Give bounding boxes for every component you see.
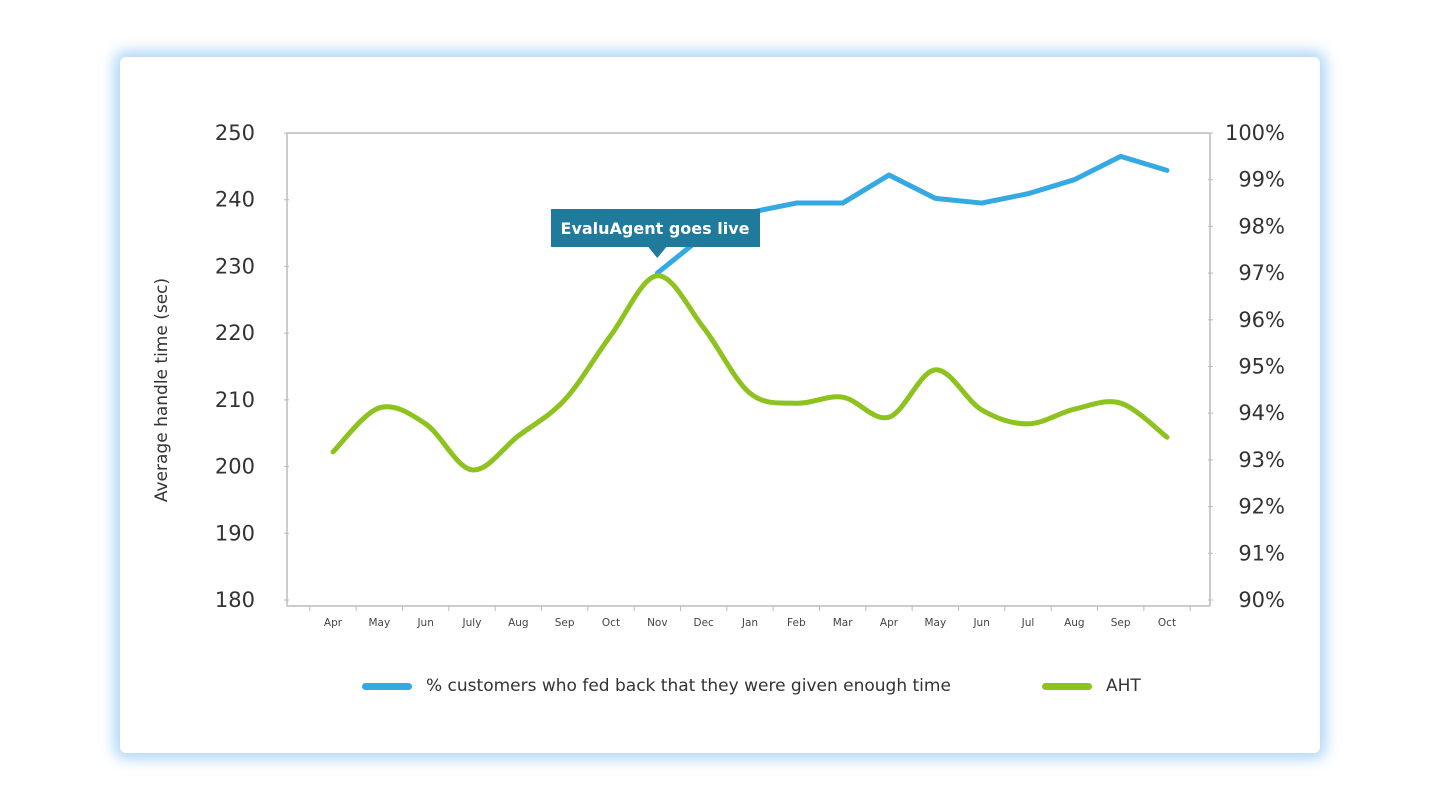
y2-tick-label: 100%: [1225, 121, 1285, 145]
y-axis-title: Average handle time (sec): [152, 278, 172, 502]
y-tick-label: 210: [215, 388, 255, 412]
x-tick-label: Sep: [1111, 617, 1131, 629]
y2-tick-label: 99%: [1238, 168, 1285, 192]
annotation-box: [551, 209, 760, 247]
legend-item-aht: AHT: [1042, 676, 1141, 696]
y-tick-label: 230: [215, 254, 255, 278]
x-tick-label: May: [924, 617, 946, 629]
x-tick-label: May: [368, 617, 390, 629]
legend-swatch-blue: [362, 682, 412, 690]
y2-tick-label: 94%: [1238, 401, 1285, 425]
x-tick-label: Oct: [1158, 617, 1176, 629]
x-tick-label: Jan: [741, 617, 758, 629]
y-tick-label: 250: [215, 121, 255, 145]
x-tick-label: Jun: [416, 617, 433, 629]
x-tick-label: Feb: [787, 617, 806, 629]
y-tick-label: 180: [215, 588, 255, 612]
x-tick-label: Jul: [1021, 617, 1035, 629]
y2-tick-label: 90%: [1238, 588, 1285, 612]
annotation-label: EvaluAgent goes live: [561, 219, 750, 238]
y2-tick-label: 95%: [1238, 355, 1285, 379]
x-tick-label: Dec: [694, 617, 715, 629]
y2-tick-label: 92%: [1238, 495, 1285, 519]
y2-tick-label: 98%: [1238, 214, 1285, 238]
y2-tick-label: 96%: [1238, 308, 1285, 332]
y2-tick-label: 97%: [1238, 261, 1285, 285]
legend-label: % customers who fed back that they were …: [426, 676, 951, 696]
x-tick-label: Jun: [972, 617, 989, 629]
x-tick-label: Mar: [833, 617, 853, 629]
y-tick-label: 200: [215, 455, 255, 479]
y2-tick-label: 91%: [1238, 541, 1285, 565]
x-tick-label: July: [462, 617, 482, 629]
x-tick-label: Oct: [602, 617, 620, 629]
x-tick-label: Aug: [1064, 617, 1085, 629]
x-tick-label: Aug: [508, 617, 529, 629]
series-line-aht: [330, 273, 1170, 473]
legend-item-satisfaction: % customers who fed back that they were …: [362, 676, 951, 696]
y-tick-label: 220: [215, 321, 255, 345]
annotation-pointer: [648, 247, 667, 258]
y2-tick-label: 93%: [1238, 448, 1285, 472]
legend-swatch-green: [1042, 682, 1092, 690]
x-tick-label: Apr: [324, 617, 343, 629]
x-tick-label: Apr: [880, 617, 899, 629]
x-tick-label: Nov: [647, 617, 668, 629]
x-tick-label: Sep: [555, 617, 575, 629]
y-tick-label: 190: [215, 521, 255, 545]
legend-label: AHT: [1106, 676, 1141, 696]
y-tick-label: 240: [215, 188, 255, 212]
